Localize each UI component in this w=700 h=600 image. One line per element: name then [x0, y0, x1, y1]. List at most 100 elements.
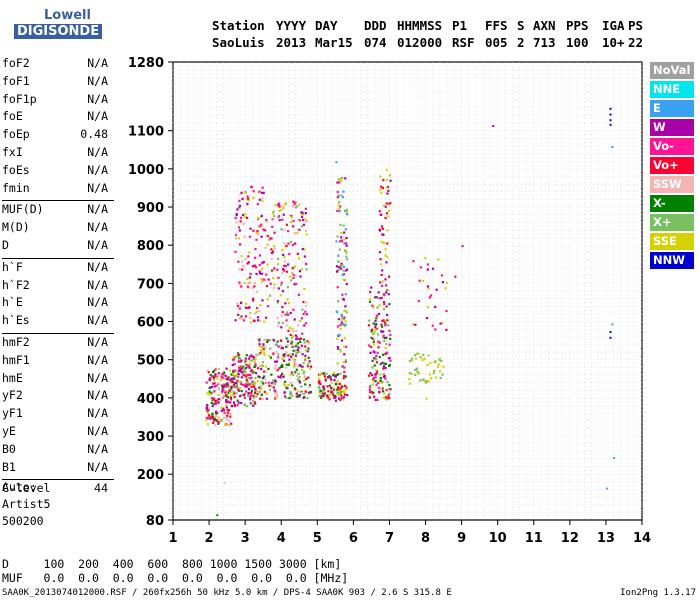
echo-point — [289, 353, 292, 356]
echo-point — [265, 382, 268, 385]
echo-point — [298, 379, 301, 382]
echo-point — [338, 201, 341, 204]
echo-point — [410, 372, 413, 375]
echo-point — [265, 273, 268, 276]
header-row2-cell: 100 — [566, 35, 589, 50]
echo-point — [254, 382, 257, 385]
echo-point — [373, 357, 376, 360]
echo-point — [248, 276, 252, 279]
echo-point — [266, 340, 269, 344]
echo-point — [381, 269, 384, 272]
echo-point — [289, 392, 292, 395]
echo-point — [215, 414, 218, 417]
echo-point — [252, 356, 255, 359]
param-row: hmE N/A — [2, 371, 114, 389]
echo-point — [273, 286, 276, 289]
echo-point — [307, 342, 310, 345]
echo-point — [210, 375, 214, 378]
echo-point — [301, 368, 304, 371]
legend-item: X+ — [650, 214, 694, 231]
echo-point — [427, 287, 430, 290]
echo-point — [292, 266, 295, 269]
echo-point — [372, 337, 375, 341]
echo-point — [412, 260, 415, 263]
echo-point — [374, 358, 377, 361]
echo-point — [298, 363, 302, 367]
echo-point — [248, 355, 251, 358]
echo-point — [379, 362, 382, 366]
echo-point — [415, 367, 419, 370]
echo-point — [302, 223, 305, 226]
param-name: foF2 — [2, 56, 30, 70]
echo-point — [260, 380, 263, 383]
echo-point — [214, 399, 217, 402]
echo-point — [339, 372, 342, 375]
echo-point — [256, 233, 260, 236]
echo-point — [304, 207, 307, 210]
echo-point — [260, 385, 263, 388]
echo-point — [437, 363, 440, 366]
echo-point — [242, 264, 245, 267]
echo-point — [426, 263, 430, 266]
param-row: hmF2 N/A — [2, 335, 114, 353]
echo-point — [286, 298, 289, 301]
echo-point — [341, 398, 345, 401]
param-name: h`Es — [2, 313, 30, 328]
header-row2-cell: 2 — [517, 35, 525, 50]
echo-point — [226, 395, 229, 399]
echo-point — [265, 370, 268, 373]
echo-point — [307, 376, 310, 379]
echo-point — [223, 388, 226, 391]
echo-point — [283, 395, 287, 398]
echo-point — [244, 357, 248, 360]
echo-point — [233, 403, 236, 406]
echo-point — [247, 388, 250, 391]
echo-point — [305, 301, 308, 304]
x-tick-label: 8 — [421, 531, 430, 546]
echo-point — [289, 240, 293, 243]
echo-point — [223, 383, 226, 386]
echo-point — [293, 359, 297, 362]
echo-point — [228, 423, 232, 427]
param-name: C-level — [2, 481, 51, 496]
echo-point — [295, 205, 299, 208]
echo-point — [217, 372, 220, 375]
echo-point — [418, 379, 422, 382]
echo-point — [265, 392, 268, 395]
echo-point — [228, 419, 231, 423]
echo-point — [344, 177, 347, 180]
echo-point — [303, 324, 306, 327]
echo-point — [377, 333, 380, 336]
echo-point — [236, 304, 240, 308]
echo-point — [300, 344, 303, 347]
echo-point — [284, 203, 287, 206]
param-value: N/A — [87, 459, 108, 474]
echo-point — [281, 205, 285, 208]
echo-point — [372, 380, 376, 383]
echo-point — [421, 279, 425, 283]
echo-point — [338, 389, 341, 393]
y-tick-label: 400 — [137, 392, 164, 407]
legend-item: SSE — [650, 233, 694, 250]
echo-point — [262, 320, 266, 323]
echo-point — [332, 388, 336, 391]
echo-point — [291, 394, 294, 397]
echo-point — [243, 235, 246, 238]
echo-point — [435, 288, 438, 291]
echo-point — [305, 313, 308, 316]
echo-point — [335, 310, 338, 313]
echo-point — [260, 225, 263, 228]
echo-point — [292, 225, 295, 228]
echo-point — [273, 383, 276, 386]
echo-point — [304, 383, 307, 386]
echo-point — [388, 396, 391, 400]
echo-point — [233, 382, 237, 385]
header-row2-cell: 2013 — [276, 35, 307, 50]
echo-point — [285, 311, 289, 314]
param-row: foEs N/A — [2, 163, 114, 181]
echo-point — [280, 314, 283, 318]
echo-point — [318, 387, 321, 390]
echo-point — [609, 123, 612, 126]
echo-point — [292, 200, 295, 203]
echo-point — [343, 366, 346, 369]
